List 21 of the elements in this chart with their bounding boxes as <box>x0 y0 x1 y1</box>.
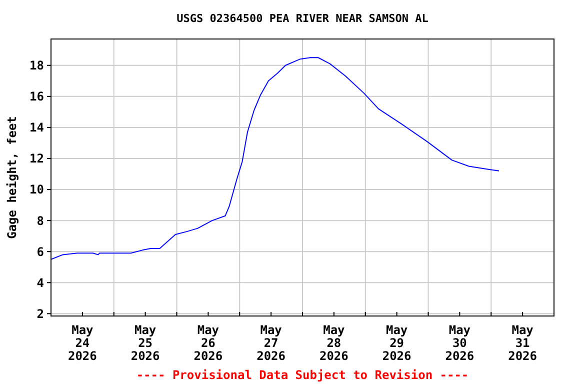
y-tick-label: 12 <box>30 152 44 166</box>
x-tick-label: May 31 2026 <box>508 323 538 363</box>
y-tick-label: 18 <box>30 58 44 73</box>
x-tick-label: May 24 2026 <box>68 323 97 363</box>
text: ---- Provisional Data Subject to Revision ---- <box>136 368 469 382</box>
x-tick-label: May 30 2026 <box>445 323 474 363</box>
chart-title: USGS 02364500 PEA RIVER NEAR SAMSON AL <box>176 12 429 25</box>
y-tick-label: 14 <box>30 120 44 135</box>
x-tick-label: May 29 2026 <box>382 323 412 363</box>
y-tick-label: 2 <box>36 306 44 321</box>
x-tick-label: May 25 2026 <box>130 323 160 363</box>
y-tick-label: 10 <box>30 182 44 197</box>
y-tick-label: 4 <box>36 276 44 290</box>
y-axis-title: Gage height, feet <box>5 116 19 239</box>
x-tick-label: May 28 2026 <box>319 323 348 363</box>
y-tick-label: 8 <box>36 214 44 228</box>
x-tick-label: May 27 2026 <box>256 323 286 363</box>
y-tick-label: 16 <box>30 90 44 104</box>
y-tick-label: 6 <box>36 244 44 259</box>
x-tick-label: May 26 2026 <box>194 323 223 363</box>
line-series <box>50 57 500 260</box>
